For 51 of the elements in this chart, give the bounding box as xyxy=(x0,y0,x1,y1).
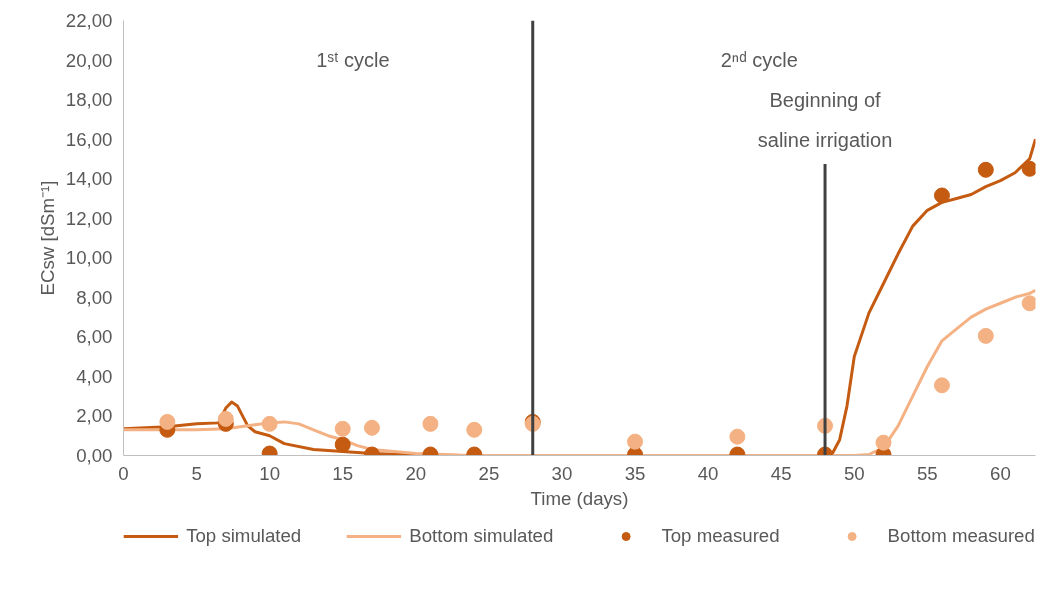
y-tick-label: 4,00 xyxy=(76,365,113,387)
point xyxy=(334,420,351,437)
x-tick-label: 5 xyxy=(191,462,202,484)
x-tick-label: 15 xyxy=(332,462,354,484)
point xyxy=(422,415,439,432)
y-tick-label: 0,00 xyxy=(76,445,113,466)
x-tick-label: 25 xyxy=(478,462,500,484)
x-tick-label: 10 xyxy=(259,462,281,484)
point xyxy=(933,187,950,204)
x-tick-label: 55 xyxy=(916,462,938,484)
legend-label: Bottom measured xyxy=(887,525,1035,547)
point xyxy=(977,161,994,178)
point xyxy=(159,413,176,430)
x-tick-label: 0 xyxy=(118,462,129,484)
x-tick-label: 60 xyxy=(990,462,1011,484)
x-tick-label: 35 xyxy=(624,462,646,484)
point xyxy=(1021,160,1036,177)
annotation: 2ⁿᵈ cycle xyxy=(720,48,798,71)
x-axis-title: Time (days) xyxy=(530,487,629,509)
point xyxy=(875,434,892,451)
x-tick-label: 30 xyxy=(551,462,573,484)
y-tick-label: 20,00 xyxy=(65,49,113,71)
y-axis-title: ECsw [dSm⁻¹] xyxy=(36,180,58,296)
x-tick-label: 20 xyxy=(405,462,427,484)
y-tick-label: 6,00 xyxy=(76,326,113,348)
x-tick-label: 50 xyxy=(843,462,865,484)
y-tick-label: 12,00 xyxy=(65,207,113,229)
x-tick-label: 40 xyxy=(697,462,719,484)
y-tick-label: 10,00 xyxy=(65,247,113,269)
legend-label: Bottom simulated xyxy=(409,525,554,547)
y-tick-label: 2,00 xyxy=(76,405,113,427)
point xyxy=(1021,295,1036,312)
point xyxy=(261,415,278,432)
annotation: 1ˢᵗ cycle xyxy=(316,48,390,71)
point xyxy=(217,410,234,427)
point xyxy=(466,421,483,438)
point xyxy=(334,436,351,453)
y-tick-label: 16,00 xyxy=(65,128,113,150)
legend-label: Top simulated xyxy=(186,525,302,547)
y-tick-label: 22,00 xyxy=(65,10,113,31)
ref-line-label: Beginning of saline irrigation xyxy=(757,89,893,151)
y-tick-label: 18,00 xyxy=(65,89,113,111)
y-tick-label: 14,00 xyxy=(65,168,113,190)
x-tick-label: 45 xyxy=(770,462,792,484)
point xyxy=(977,327,994,344)
point xyxy=(933,377,950,394)
point xyxy=(627,433,644,450)
legend-label: Top measured xyxy=(661,525,780,547)
y-tick-label: 8,00 xyxy=(76,286,113,308)
point xyxy=(363,419,380,436)
point xyxy=(729,428,746,445)
